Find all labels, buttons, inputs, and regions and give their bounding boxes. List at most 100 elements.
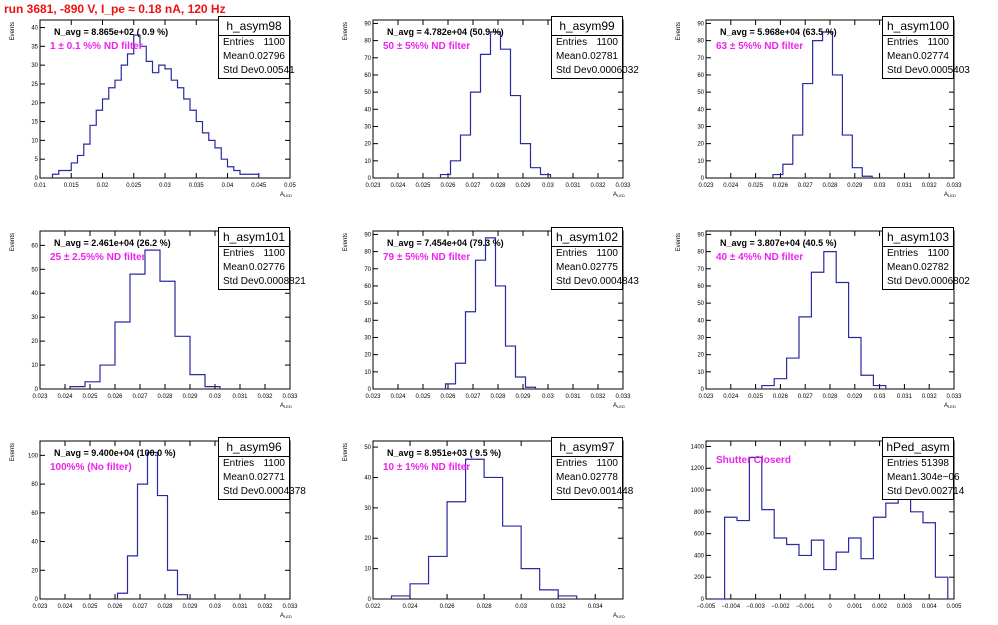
x-tick-label: 0.026 bbox=[773, 394, 789, 400]
x-tick-label: 0.028 bbox=[490, 183, 506, 189]
y-tick-label: 90 bbox=[364, 21, 371, 27]
x-tick-label: 0.01 bbox=[34, 183, 46, 189]
x-axis-title-sub: LED bbox=[617, 404, 625, 409]
x-tick-label: 0.025 bbox=[82, 604, 98, 610]
x-tick-label: 0.045 bbox=[251, 183, 267, 189]
x-tick-label: 0.024 bbox=[723, 394, 739, 400]
stats-value-stddev: 0.00541 bbox=[258, 65, 295, 76]
y-tick-label: 20 bbox=[364, 142, 371, 148]
x-tick-label: −0.001 bbox=[796, 604, 815, 610]
x-tick-label: 0.025 bbox=[82, 394, 98, 400]
x-tick-label: 0.033 bbox=[946, 394, 962, 400]
stats-value-stddev: 0.0006032 bbox=[591, 65, 639, 76]
x-tick-label: 0.023 bbox=[365, 183, 381, 189]
x-tick-label: 0.027 bbox=[465, 183, 481, 189]
x-tick-label: 0.023 bbox=[365, 394, 381, 400]
navg-label: N_avg = 2.461e+04 (26.2 %) bbox=[54, 238, 171, 248]
x-tick-label: 0.026 bbox=[107, 394, 123, 400]
navg-label: N_avg = 8.865e+02 ( 0.9 %) bbox=[54, 27, 169, 37]
stats-row-stddev: Std Dev 0.0004378 bbox=[219, 485, 306, 499]
x-axis-title: ALED bbox=[613, 613, 625, 619]
x-tick-label: 0.03 bbox=[515, 604, 527, 610]
x-tick-label: 0.033 bbox=[282, 604, 298, 610]
stats-label-mean: Mean bbox=[556, 51, 582, 62]
stats-row-stddev: Std Dev 0.0005403 bbox=[883, 64, 970, 78]
y-tick-label: 60 bbox=[31, 511, 38, 517]
stats-label-stddev: Std Dev bbox=[223, 486, 259, 497]
y-tick-label: 30 bbox=[364, 124, 371, 130]
x-tick-label: 0.026 bbox=[440, 604, 456, 610]
x-tick-label: 0.023 bbox=[698, 394, 714, 400]
x-tick-label: 0.028 bbox=[477, 604, 493, 610]
stats-box-title: h_asym103 bbox=[883, 228, 953, 247]
stats-label-mean: Mean bbox=[223, 472, 249, 483]
x-tick-label: 0.028 bbox=[157, 604, 173, 610]
stats-row-mean: Mean 1.304e−06 bbox=[883, 471, 960, 485]
x-tick-label: 0.027 bbox=[132, 394, 148, 400]
x-tick-label: 0.03 bbox=[874, 183, 886, 189]
navg-label: N_avg = 4.782e+04 (50.9 %) bbox=[387, 27, 504, 37]
histogram-outline bbox=[390, 458, 578, 599]
stats-value-entries: 1100 bbox=[596, 248, 618, 259]
y-tick-label: 40 bbox=[697, 318, 704, 324]
stats-value-entries: 1100 bbox=[596, 458, 618, 469]
y-tick-label: 80 bbox=[31, 482, 38, 488]
stats-box-h_asym97: h_asym97 Entries 1100 Mean 0.02778 Std Dev 0.0… bbox=[551, 437, 633, 500]
y-tick-label: 30 bbox=[364, 506, 371, 512]
x-tick-label: −0.005 bbox=[697, 604, 716, 610]
x-tick-label: 0.026 bbox=[440, 394, 456, 400]
x-tick-label: 0.026 bbox=[773, 183, 789, 189]
x-axis-title: ALED bbox=[280, 192, 292, 198]
x-tick-label: 0.026 bbox=[440, 183, 456, 189]
y-tick-label: 40 bbox=[31, 26, 38, 32]
y-tick-label: 10 bbox=[364, 370, 371, 376]
stats-value-stddev: 0.0004378 bbox=[258, 486, 306, 497]
x-tick-label: 0.03 bbox=[159, 183, 171, 189]
y-tick-label: 0 bbox=[368, 176, 372, 182]
histogram-outline bbox=[772, 31, 873, 178]
x-tick-label: 0.035 bbox=[189, 183, 205, 189]
x-tick-label: 0.032 bbox=[257, 394, 273, 400]
y-axis-title: Events bbox=[10, 443, 16, 461]
x-tick-label: 0.031 bbox=[897, 183, 913, 189]
stats-row-entries: Entries 1100 bbox=[883, 36, 953, 50]
stats-row-stddev: Std Dev 0.00541 bbox=[219, 64, 295, 78]
stats-row-mean: Mean 0.02776 bbox=[219, 261, 289, 275]
x-axis-title-sub: LED bbox=[948, 193, 956, 198]
y-axis-title: Events bbox=[10, 22, 16, 40]
y-tick-label: 20 bbox=[697, 142, 704, 148]
y-tick-label: 35 bbox=[31, 44, 38, 50]
x-tick-label: 0.003 bbox=[897, 604, 913, 610]
y-tick-label: 100 bbox=[28, 453, 39, 459]
y-axis-title: Events bbox=[343, 22, 349, 40]
stats-row-stddev: Std Dev 0.0004843 bbox=[552, 275, 639, 289]
y-tick-label: 0 bbox=[35, 387, 39, 393]
filter-annotation: 25 ± 2.5%% ND filter bbox=[50, 252, 146, 263]
x-tick-label: 0.025 bbox=[748, 394, 764, 400]
x-tick-label: −0.003 bbox=[746, 604, 765, 610]
x-tick-label: 0.029 bbox=[515, 394, 531, 400]
y-tick-label: 50 bbox=[697, 301, 704, 307]
y-tick-label: 40 bbox=[364, 475, 371, 481]
histogram-outline bbox=[712, 456, 949, 600]
x-tick-label: 0.033 bbox=[282, 394, 298, 400]
navg-label: N_avg = 5.968e+04 (63.5 %) bbox=[720, 27, 837, 37]
y-tick-label: 50 bbox=[364, 445, 371, 451]
y-tick-label: 30 bbox=[31, 63, 38, 69]
y-tick-label: 20 bbox=[31, 568, 38, 574]
y-tick-label: 10 bbox=[364, 159, 371, 165]
x-tick-label: 0.033 bbox=[615, 394, 631, 400]
x-tick-label: 0.027 bbox=[798, 183, 814, 189]
x-tick-label: 0.024 bbox=[57, 604, 73, 610]
y-tick-label: 0 bbox=[35, 176, 39, 182]
y-tick-label: 90 bbox=[697, 21, 704, 27]
x-tick-label: 0.025 bbox=[415, 183, 431, 189]
y-tick-label: 80 bbox=[697, 39, 704, 45]
stats-row-mean: Mean 0.02782 bbox=[883, 261, 953, 275]
stats-value-stddev: 0.0004843 bbox=[591, 276, 639, 287]
y-tick-label: 20 bbox=[364, 536, 371, 542]
stats-label-entries: Entries bbox=[223, 37, 255, 48]
y-tick-label: 20 bbox=[364, 353, 371, 359]
x-tick-label: 0.032 bbox=[922, 394, 938, 400]
